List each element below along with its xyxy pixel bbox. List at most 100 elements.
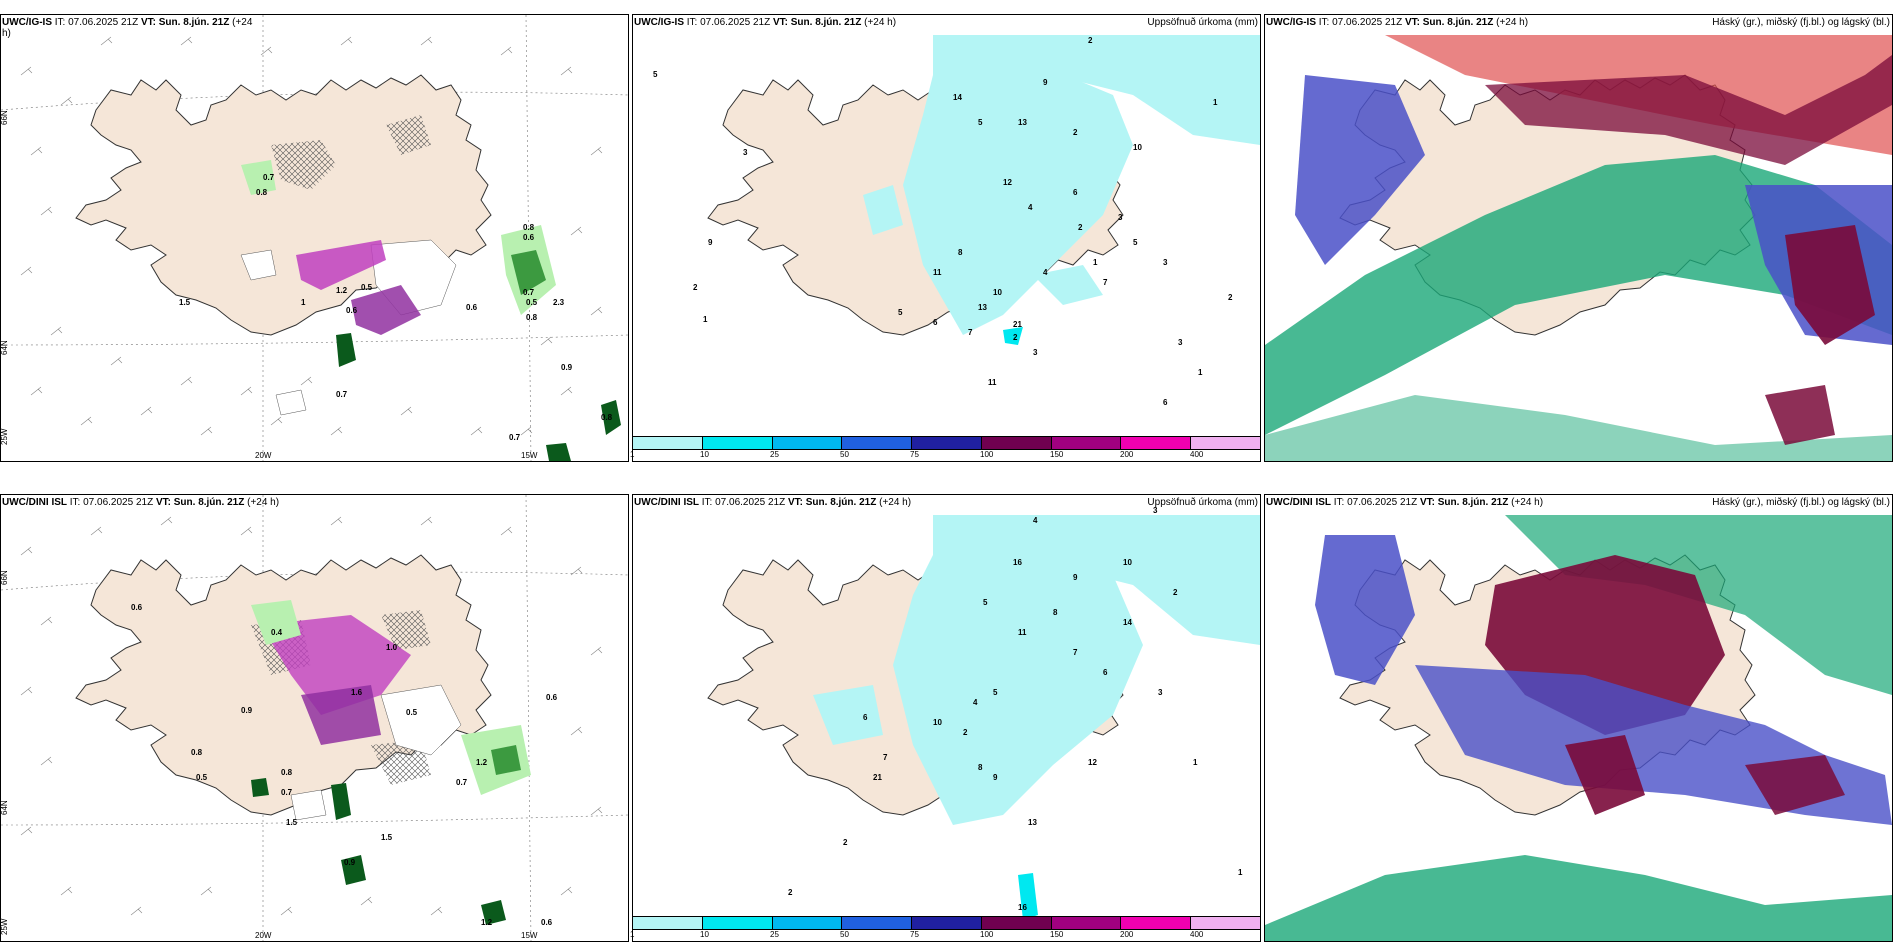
precip-land-areas xyxy=(863,70,1133,335)
lead-time: (+24 h) xyxy=(879,497,912,508)
legend-tick: 1 xyxy=(630,450,635,459)
valid-time: Sun. 8.jún. 21Z xyxy=(805,497,877,508)
precip-sea-area xyxy=(933,35,1260,145)
panel-header: UWC/DINI ISL IT: 07.06.2025 21Z VT: Sun.… xyxy=(634,496,1258,510)
precip-value: 2 xyxy=(1078,223,1083,232)
panel-header: UWC/DINI ISL IT: 07.06.2025 21Z VT: Sun.… xyxy=(2,496,626,510)
thunder-map: 0.7 0.8 0.6 0.5 0.9 1 0.7 0.8 0.6 0.5 0.… xyxy=(1,15,628,461)
thunder-value: 0.5 xyxy=(196,773,208,782)
thunder-value: 0.4 xyxy=(271,628,283,637)
panel-header: UWC/IG-IS IT: 07.06.2025 21Z VT: Sun. 8.… xyxy=(634,16,1258,30)
precip-value: 3 xyxy=(1153,506,1158,515)
precip-value: 5 xyxy=(978,118,983,127)
thunder-labels: 0.7 0.8 0.6 0.5 0.9 1 0.7 0.8 0.6 0.5 0.… xyxy=(179,173,613,442)
model-name: UWC/DINI ISL xyxy=(2,497,67,508)
lon-label: 15W xyxy=(521,451,538,460)
legend-bar xyxy=(632,916,1261,930)
low-cloud-maroon xyxy=(1785,225,1875,345)
precip-value: 2 xyxy=(1013,333,1018,342)
precip-legend-top: 1 10 25 50 75 100 150 200 400 xyxy=(630,436,1261,459)
precip-value: 5 xyxy=(898,308,903,317)
model-name: UWC/IG-IS xyxy=(1266,17,1316,28)
thunder-value: 0.6 xyxy=(523,233,535,242)
precip-value: 7 xyxy=(968,328,973,337)
lon-label: 20W xyxy=(255,451,272,460)
valid-time: Sun. 8.jún. 21Z xyxy=(1422,17,1494,28)
legend-swatch xyxy=(1121,437,1192,449)
thunder-value: 1.5 xyxy=(381,833,393,842)
precip-value: 8 xyxy=(958,248,963,257)
panel-bottom-clouds: UWC/DINI ISL IT: 07.06.2025 21Z VT: Sun.… xyxy=(1264,494,1893,942)
init-time: IT: 07.06.2025 21Z xyxy=(1318,17,1403,28)
precip-value: 5 xyxy=(653,70,658,79)
precip-value: 7 xyxy=(1103,278,1108,287)
precip-value: 10 xyxy=(933,718,942,727)
cloud-map xyxy=(1265,515,1892,941)
lon-label: 15W xyxy=(521,931,538,940)
precip-value: 2 xyxy=(788,888,793,897)
thunder-value: 0.8 xyxy=(281,768,293,777)
thunder-value: 1.0 xyxy=(386,643,398,652)
precip-max-area xyxy=(1018,873,1038,920)
panel-top-clouds: UWC/IG-IS IT: 07.06.2025 21Z VT: Sun. 8.… xyxy=(1264,14,1893,462)
thunder-value: 0.7 xyxy=(263,173,275,182)
legend-tick: 50 xyxy=(840,450,849,459)
legend-swatch xyxy=(772,437,843,449)
precip-value: 2 xyxy=(1173,588,1178,597)
legend-tick: 10 xyxy=(700,450,709,459)
precip-value: 10 xyxy=(993,288,1002,297)
valid-label: VT: xyxy=(1419,497,1435,508)
precip-value: 7 xyxy=(1073,648,1078,657)
thunder-value: 0.7 xyxy=(509,433,521,442)
axis-labels: 20W 15W 66N 64N 25W xyxy=(1,110,538,460)
precip-value: 10 xyxy=(1123,558,1132,567)
thunder-shading xyxy=(241,160,621,461)
thunder-value: 1.5 xyxy=(179,298,191,307)
thunder-value: 0.5 xyxy=(406,708,418,717)
thunder-value: 1.2 xyxy=(481,918,493,927)
legend-swatch xyxy=(1191,917,1261,929)
legend-tick: 400 xyxy=(1190,450,1204,459)
precip-land-areas xyxy=(813,550,1143,825)
panel-bottom-precip: UWC/DINI ISL IT: 07.06.2025 21Z VT: Sun.… xyxy=(632,494,1261,942)
init-time: IT: 07.06.2025 21Z xyxy=(69,497,154,508)
precip-value: 4 xyxy=(1043,268,1048,277)
precip-value: 3 xyxy=(1158,688,1163,697)
field-title: Uppsöfnuð úrkoma (mm) xyxy=(1147,17,1258,28)
cloud-map xyxy=(1265,35,1892,461)
precip-value: 6 xyxy=(863,713,868,722)
legend-tick: 75 xyxy=(910,450,919,459)
thunder-value: 0.8 xyxy=(523,223,535,232)
legend-tick: 10 xyxy=(700,930,709,939)
precip-map: 4 3 2 16 10 9 5 8 11 7 6 14 21 2 12 3 1 … xyxy=(707,506,1260,920)
legend-tick: 25 xyxy=(770,450,779,459)
legend-swatch xyxy=(702,917,773,929)
legend-swatch xyxy=(981,437,1052,449)
precip-value: 1 xyxy=(1193,758,1198,767)
thunder-value: 0.6 xyxy=(541,918,553,927)
legend-swatch xyxy=(1051,917,1122,929)
precip-value: 13 xyxy=(1028,818,1037,827)
legend-swatch xyxy=(1051,437,1122,449)
low-cloud-maroon xyxy=(1565,735,1645,815)
precip-value: 14 xyxy=(1123,618,1132,627)
legend-tick: 25 xyxy=(770,930,779,939)
field-title: Háský (gr.), miðský (fj.bl.) og lágský (… xyxy=(1712,497,1890,508)
legend-tick: 1 xyxy=(630,930,635,939)
field-title: Háský (gr.), miðský (fj.bl.) og lágský (… xyxy=(1712,17,1890,28)
thunder-value: 0.6 xyxy=(346,306,358,315)
legend-tick: 150 xyxy=(1050,930,1064,939)
thunder-value: 0.8 xyxy=(191,748,203,757)
legend-swatch xyxy=(633,437,703,449)
sea-cloud-teal xyxy=(1265,855,1892,941)
valid-time: Sun. 8.jún. 21Z xyxy=(790,17,862,28)
precip-value: 4 xyxy=(1033,516,1038,525)
lon-label: 20W xyxy=(255,931,272,940)
precip-value: 7 xyxy=(883,753,888,762)
precip-value: 2 xyxy=(1228,293,1233,302)
lat-label: 25W xyxy=(1,428,9,445)
legend-bar xyxy=(632,436,1261,450)
precip-value: 1 xyxy=(1238,868,1243,877)
thunder-value: 1 xyxy=(301,298,306,307)
panel-header: UWC/IG-IS IT: 07.06.2025 21Z VT: Sun. 8.… xyxy=(1266,16,1890,30)
